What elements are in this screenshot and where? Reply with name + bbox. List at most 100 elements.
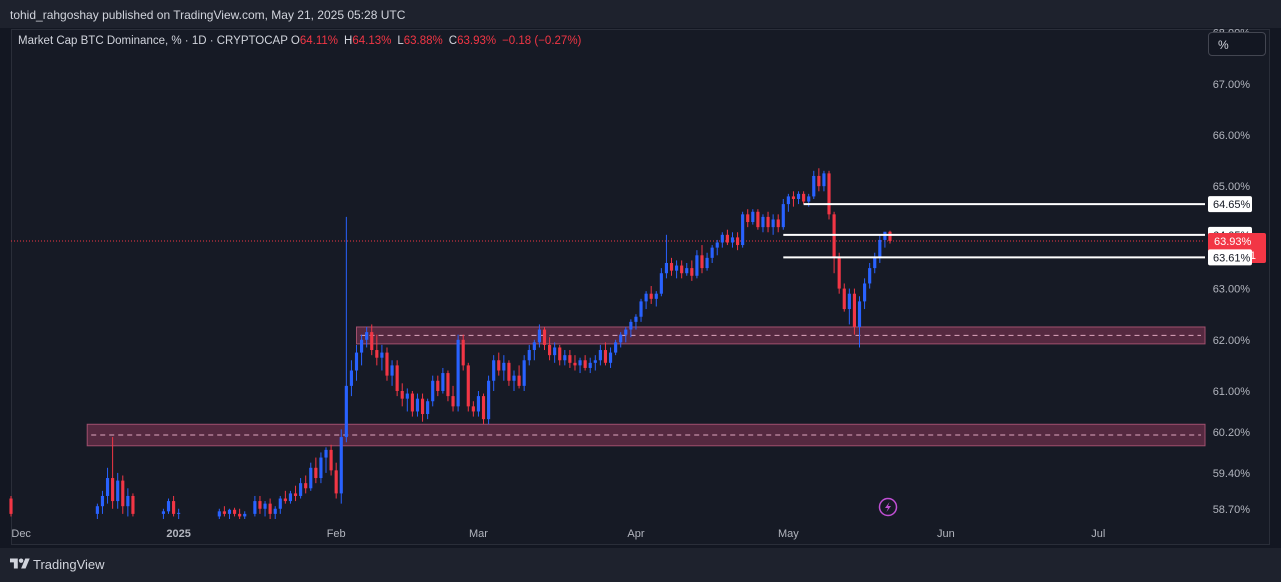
candle-body bbox=[360, 339, 364, 353]
candle-body bbox=[95, 506, 99, 514]
candle-body bbox=[390, 365, 394, 376]
candle-body bbox=[502, 362, 506, 371]
candle-body bbox=[756, 211, 760, 228]
candle-body bbox=[751, 211, 755, 223]
candle-body bbox=[746, 214, 750, 223]
line-price-label: 64.65% bbox=[1208, 196, 1252, 213]
candle-body bbox=[324, 449, 328, 458]
candle-body bbox=[431, 380, 435, 402]
candle-body bbox=[283, 498, 287, 502]
candle-body bbox=[121, 480, 125, 507]
y-tick-label: 60.20% bbox=[1213, 427, 1251, 439]
legend-open: 64.11% bbox=[299, 35, 339, 47]
candle-body bbox=[659, 273, 663, 294]
candle-body bbox=[461, 339, 465, 366]
candle-body bbox=[370, 332, 374, 351]
candle-body bbox=[161, 511, 166, 514]
candle-body bbox=[842, 288, 846, 310]
x-tick-label: Jul bbox=[1091, 528, 1105, 540]
y-tick-label: 61.00% bbox=[1213, 386, 1251, 398]
x-tick-label: 2025 bbox=[166, 528, 190, 540]
y-tick-label: 59.40% bbox=[1213, 468, 1251, 480]
tradingview-logo-icon[interactable] bbox=[10, 556, 30, 572]
candle-body bbox=[700, 255, 704, 269]
candle-body bbox=[111, 478, 115, 502]
x-tick-label: Apr bbox=[627, 528, 644, 540]
legend-change: −0.18 (−0.27%) bbox=[502, 35, 582, 47]
chart-pane[interactable] bbox=[11, 29, 1270, 545]
candle-body bbox=[487, 380, 491, 420]
candle-body bbox=[339, 437, 343, 494]
line-price-label: 63.61% bbox=[1208, 249, 1252, 266]
candle-body bbox=[888, 231, 892, 241]
x-tick-label: May bbox=[778, 528, 799, 540]
candle-body bbox=[126, 495, 130, 507]
candle-body bbox=[349, 370, 353, 386]
candle-body bbox=[669, 262, 674, 271]
candle-body bbox=[238, 513, 242, 517]
candle-body bbox=[426, 401, 430, 415]
candle-body bbox=[258, 501, 262, 509]
candle-body bbox=[217, 511, 221, 517]
percent-scale-button[interactable]: % bbox=[1208, 32, 1266, 56]
candle-body bbox=[817, 175, 821, 187]
zones-layer bbox=[86, 326, 1206, 447]
candle-body bbox=[344, 385, 348, 438]
candle-body bbox=[644, 293, 648, 302]
candle-body bbox=[9, 498, 13, 514]
horizontal-lines-layer bbox=[783, 203, 1205, 259]
candle-body bbox=[578, 360, 582, 366]
candle-body bbox=[375, 350, 379, 358]
line-price-label-bg bbox=[1208, 196, 1252, 213]
tradingview-brand[interactable]: TradingView bbox=[33, 557, 105, 572]
candle-body bbox=[619, 334, 623, 343]
candle-body bbox=[232, 509, 237, 514]
candle-body bbox=[517, 375, 521, 386]
candle-body bbox=[822, 173, 826, 187]
y-tick-label: 58.70% bbox=[1213, 504, 1251, 516]
candle-body bbox=[634, 316, 638, 322]
lightning-icon[interactable] bbox=[878, 497, 898, 517]
candle-body bbox=[547, 344, 552, 356]
candle-body bbox=[776, 219, 780, 228]
candle-body bbox=[558, 347, 562, 361]
candle-body bbox=[532, 342, 536, 351]
candle-body bbox=[253, 501, 257, 514]
candles-layer bbox=[9, 168, 892, 519]
candle-body bbox=[304, 483, 308, 489]
candle-body bbox=[288, 493, 293, 502]
candle-body bbox=[730, 237, 735, 243]
candle-body bbox=[400, 390, 404, 399]
candle-body bbox=[629, 321, 633, 330]
candle-body bbox=[690, 268, 694, 276]
candle-body bbox=[883, 231, 887, 240]
candle-body bbox=[385, 352, 389, 376]
candle-body bbox=[522, 360, 526, 386]
candle-body bbox=[568, 355, 572, 363]
candle-body bbox=[354, 352, 359, 371]
candle-body bbox=[786, 196, 790, 205]
published-by-text: tohid_rahgoshay published on TradingView… bbox=[10, 8, 406, 22]
candle-body bbox=[446, 373, 450, 397]
candle-body bbox=[492, 360, 496, 381]
candle-body bbox=[334, 470, 338, 494]
candle-body bbox=[466, 365, 470, 407]
candle-body bbox=[329, 449, 333, 471]
candle-body bbox=[614, 342, 618, 353]
footer-bar bbox=[0, 548, 1281, 582]
legend-open-label: O bbox=[290, 35, 300, 47]
candle-body bbox=[705, 257, 709, 269]
candle-body bbox=[680, 265, 684, 274]
candle-body bbox=[812, 175, 816, 197]
x-tick-label: Feb bbox=[327, 528, 346, 540]
y-tick-label: 65.00% bbox=[1213, 181, 1251, 193]
candle-body bbox=[583, 360, 587, 368]
legend-close: 63.93% bbox=[457, 35, 497, 47]
candle-body bbox=[837, 257, 841, 289]
candle-body bbox=[741, 214, 745, 246]
candle-body bbox=[588, 362, 592, 368]
candle-body bbox=[243, 513, 247, 517]
candle-body bbox=[720, 234, 724, 243]
last-price-value: 63.93% bbox=[1214, 236, 1252, 248]
